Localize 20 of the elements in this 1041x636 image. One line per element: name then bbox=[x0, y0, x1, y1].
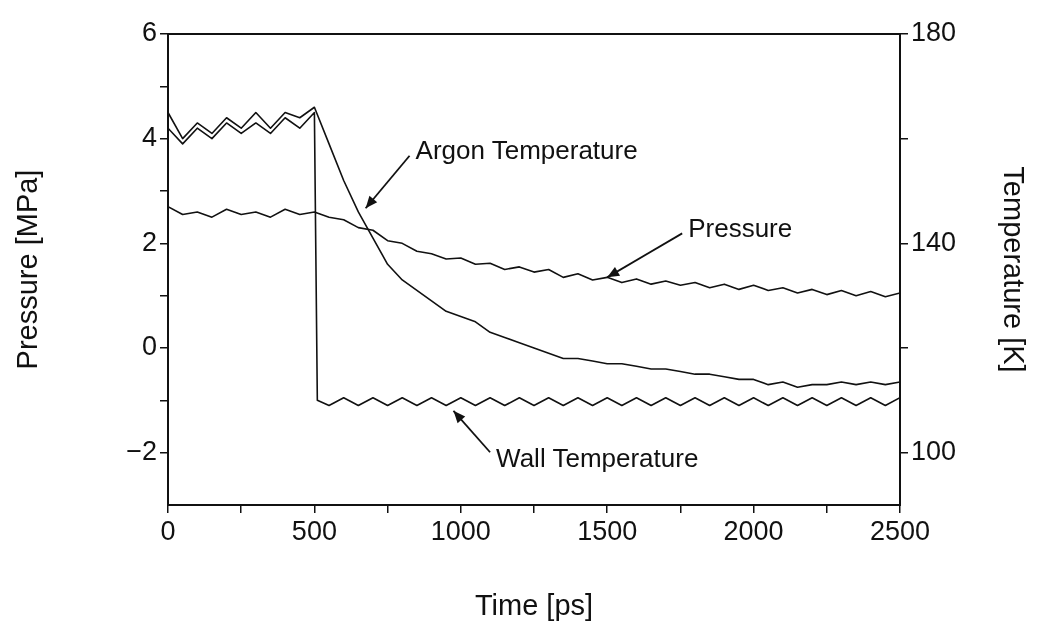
y2-tick-label: 100 bbox=[911, 436, 957, 467]
y-tick-label: 6 bbox=[141, 17, 157, 48]
y-tick-label: −2 bbox=[126, 436, 157, 467]
x-tick-label: 2500 bbox=[869, 515, 931, 546]
x-tick-label: 2000 bbox=[723, 515, 784, 546]
x-axis-title: Time [ps] bbox=[474, 588, 594, 621]
x-tick-label: 0 bbox=[160, 515, 176, 546]
annotation: Argon Temperature bbox=[415, 134, 638, 165]
x-tick-label: 1000 bbox=[430, 515, 491, 546]
x-tick-label: 500 bbox=[291, 515, 337, 546]
y-axis-title: Pressure [MPa] bbox=[11, 169, 44, 370]
annotation: Pressure bbox=[688, 212, 793, 243]
annotation: Wall Temperature bbox=[496, 443, 699, 474]
y-tick-label: 2 bbox=[141, 226, 157, 257]
y2-tick-label: 180 bbox=[911, 17, 957, 48]
y-tick-label: 0 bbox=[141, 331, 157, 362]
x-tick-label: 1500 bbox=[577, 515, 638, 546]
y2-axis-title: Temperature [K] bbox=[997, 166, 1030, 373]
y-tick-label: 4 bbox=[141, 122, 157, 153]
y2-tick-label: 140 bbox=[911, 226, 957, 257]
